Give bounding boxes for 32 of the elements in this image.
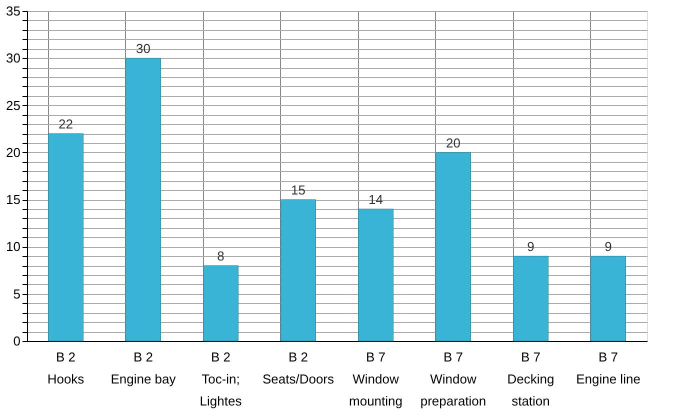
x-tick-label: B 7 Window preparation <box>420 350 486 408</box>
bar <box>126 58 161 342</box>
x-tick-label: B 2 Hooks <box>47 350 85 386</box>
y-tick-label: 20 <box>6 144 20 160</box>
y-tick-label: 15 <box>6 192 20 208</box>
data-label: 22 <box>58 116 73 132</box>
bar <box>203 265 238 342</box>
x-tick-label: B 7 Decking station <box>507 350 554 408</box>
x-tick-label: B 2 Toc-in; Lightes <box>200 350 242 408</box>
y-tick-label: 10 <box>6 239 20 254</box>
x-tick-label: B 2 Engine bay <box>110 350 176 386</box>
data-label: 8 <box>217 248 224 264</box>
x-tick-label: B 2 Seats/Doors <box>262 350 335 386</box>
y-tick-label: 30 <box>6 50 20 66</box>
y-tick-label: 35 <box>6 4 20 18</box>
data-label: 9 <box>527 239 534 254</box>
bar <box>358 208 394 342</box>
y-tick-label: 0 <box>13 334 20 348</box>
bar <box>590 256 626 342</box>
x-tick-label: B 7 Window mounting <box>349 350 402 408</box>
bar <box>48 133 84 342</box>
data-label: 20 <box>446 135 460 150</box>
data-label: 14 <box>368 192 383 207</box>
bar <box>436 152 471 342</box>
data-label: 30 <box>136 41 150 56</box>
bar <box>280 199 316 342</box>
bar <box>513 256 548 342</box>
x-tick-label: B 7 Engine line <box>576 350 640 386</box>
data-label: 15 <box>291 182 306 198</box>
data-label: 9 <box>604 239 612 254</box>
y-tick-label: 25 <box>6 98 20 113</box>
y-tick-label: 5 <box>13 286 20 302</box>
